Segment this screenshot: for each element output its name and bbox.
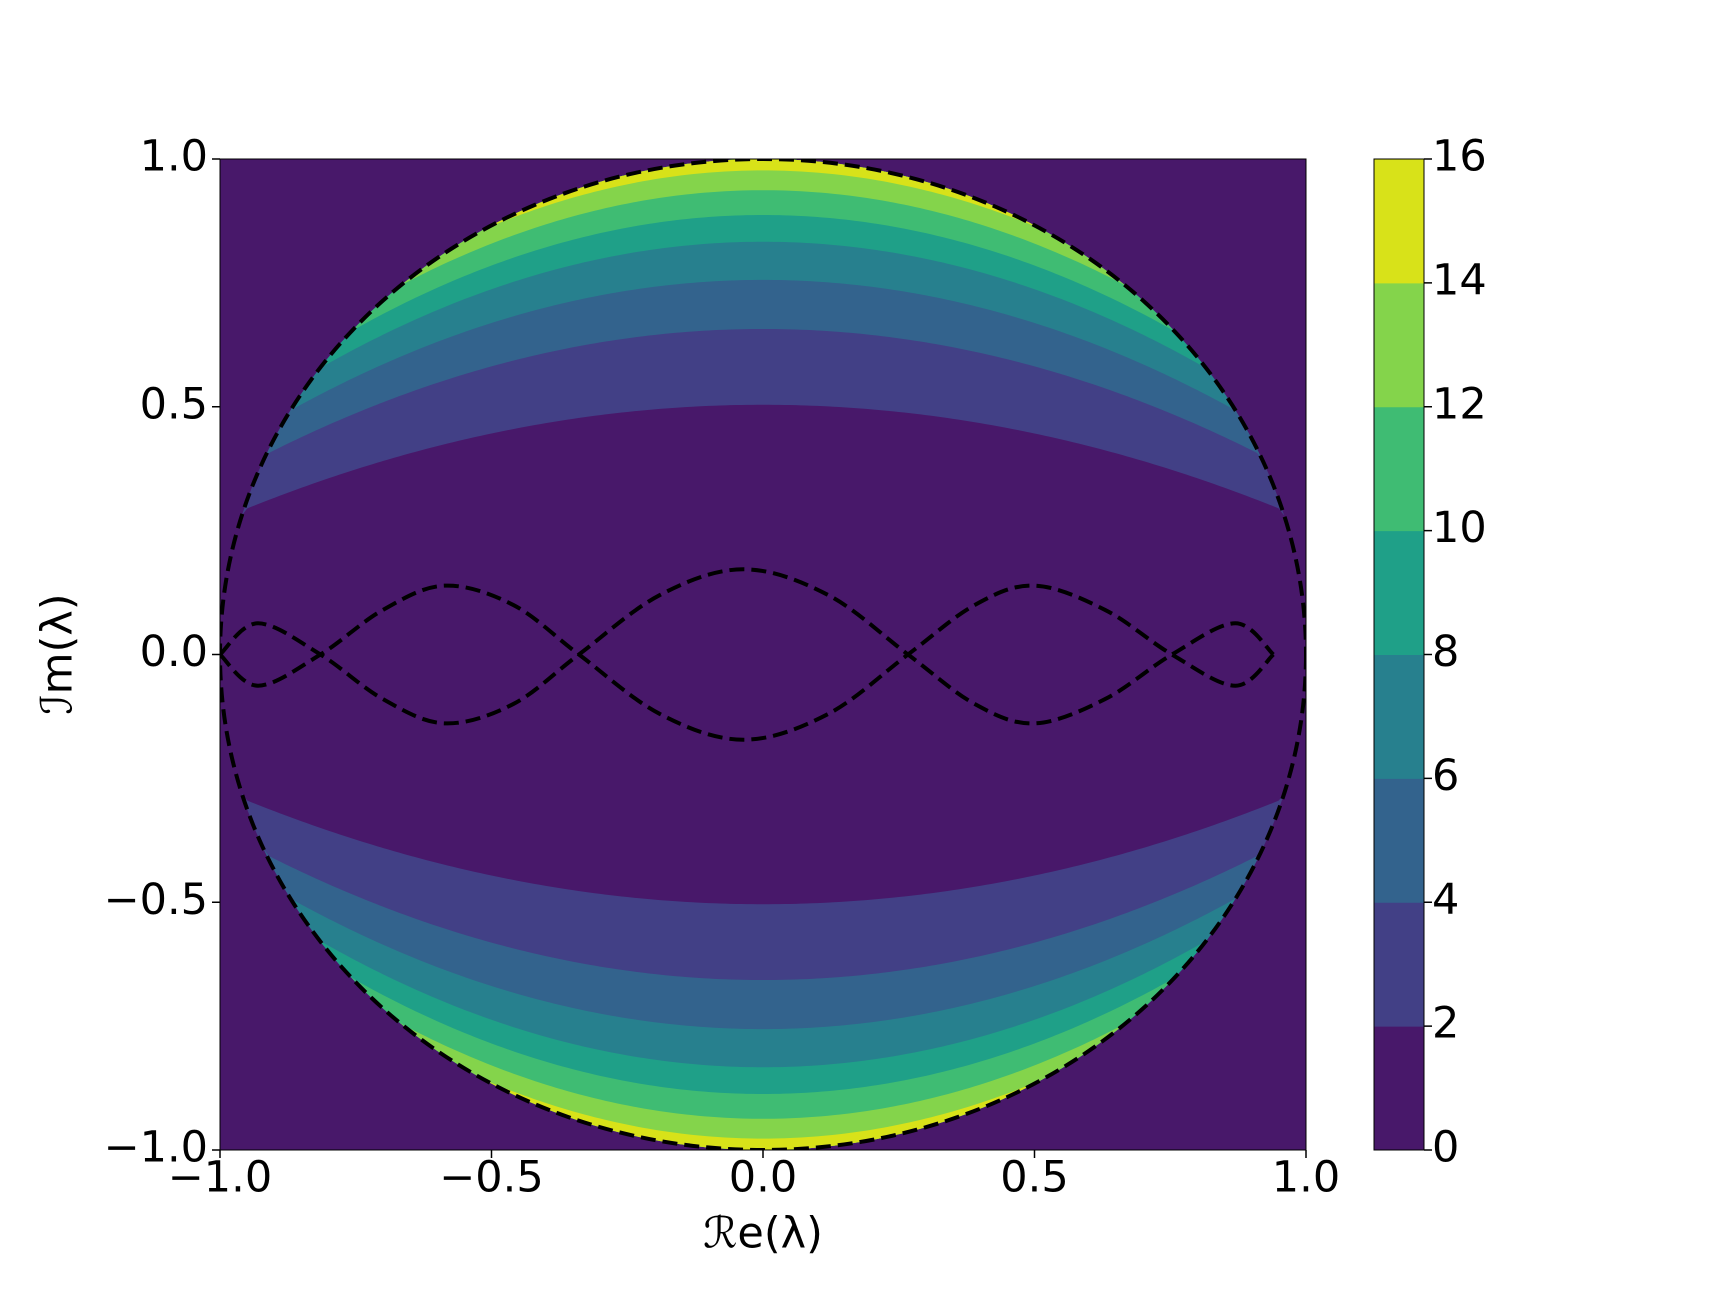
colorbar-segment: [1374, 159, 1424, 284]
x-tick-label: 1.0: [1272, 1153, 1340, 1203]
colorbar-tick-label: 6: [1432, 751, 1459, 801]
colorbar-segment: [1374, 1026, 1424, 1151]
y-tick-label: 0.5: [140, 379, 208, 429]
colorbar-tick-label: 16: [1432, 132, 1487, 182]
x-axis-label: ℛe(λ): [703, 1209, 823, 1259]
colorbar-segment: [1374, 654, 1424, 779]
spectrum-curve: [220, 567, 1275, 726]
y-tick-label: 0.0: [140, 627, 208, 677]
colorbar-segment: [1374, 406, 1424, 532]
colorbar-segment: [1374, 282, 1424, 408]
x-tick-label: 0.0: [729, 1153, 797, 1203]
y-tick-label: 1.0: [140, 132, 208, 182]
colorbar-tick-label: 12: [1432, 379, 1487, 429]
y-axis-label: ℐm(λ): [33, 593, 83, 714]
spectrum-curve: [220, 583, 1275, 742]
contour-band: [220, 654, 1306, 1150]
colorbar-segment: [1374, 778, 1424, 903]
colorbar-tick-label: 0: [1432, 1123, 1459, 1173]
y-tick-label: −1.0: [104, 1123, 208, 1173]
colorbar-tick-label: 4: [1432, 875, 1459, 925]
contour-band: [220, 159, 1306, 655]
y-tick-label: −0.5: [104, 875, 208, 925]
x-tick-label: −0.5: [439, 1153, 543, 1203]
colorbar-tick-label: 8: [1432, 627, 1459, 677]
plot-area: [220, 159, 1306, 1150]
colorbar-tick-label: 14: [1432, 255, 1487, 305]
colorbar-segment: [1374, 902, 1424, 1027]
x-tick-label: −1.0: [168, 1153, 272, 1203]
colorbar-tick-label: 10: [1432, 503, 1487, 553]
colorbar-tick-label: 2: [1432, 999, 1459, 1049]
x-tick-label: 0.5: [1000, 1153, 1068, 1203]
colorbar-segment: [1374, 530, 1424, 655]
